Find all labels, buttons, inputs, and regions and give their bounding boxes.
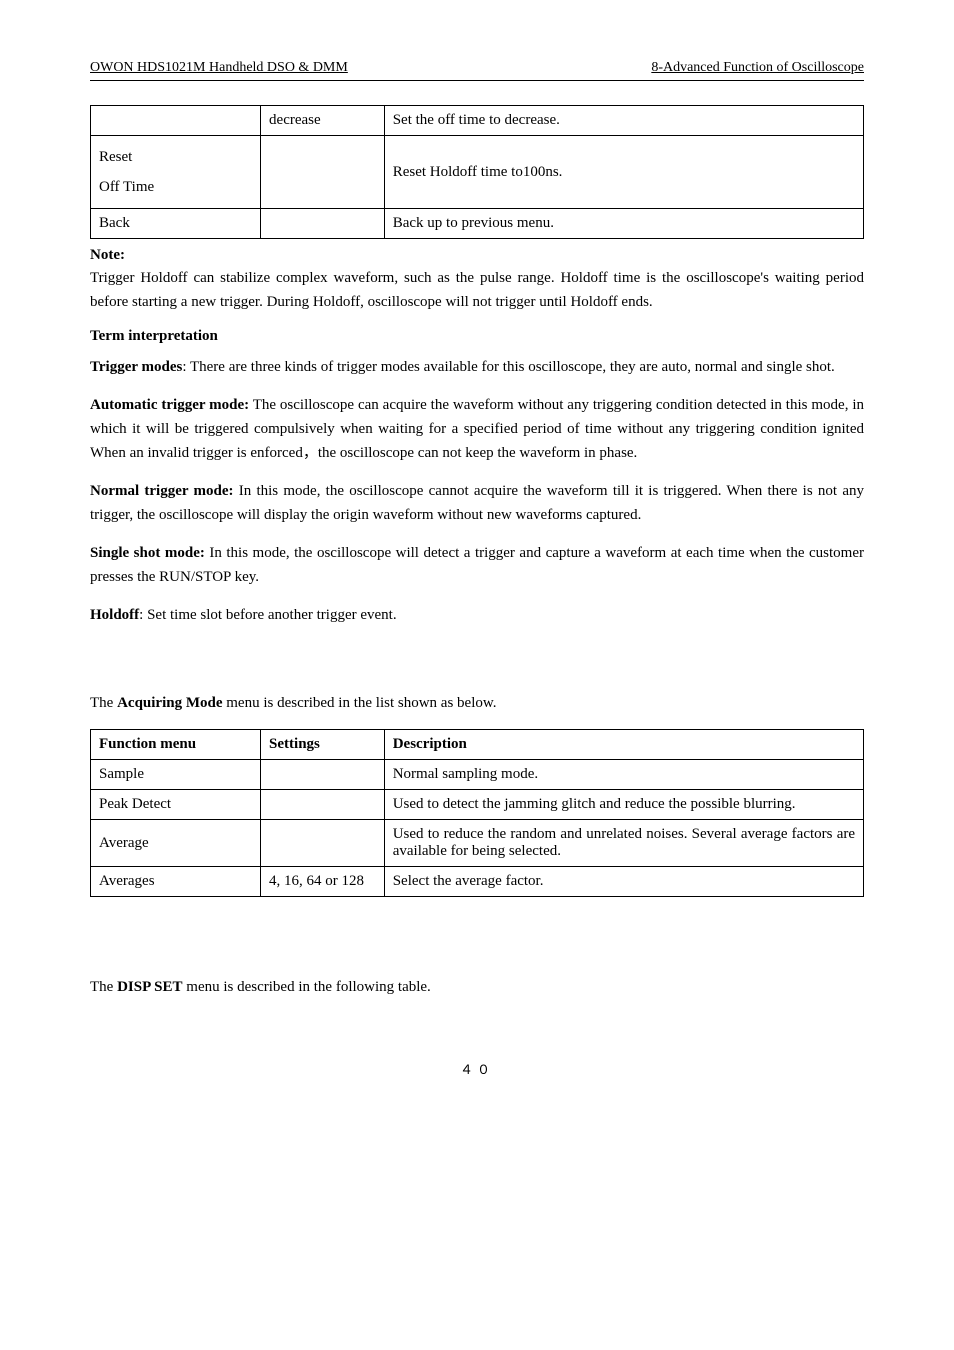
cell — [261, 820, 385, 867]
cell: Select the average factor. — [384, 867, 863, 897]
table-row: Back Back up to previous menu. — [91, 209, 864, 239]
table-row: decrease Set the off time to decrease. — [91, 106, 864, 136]
cell — [261, 209, 385, 239]
normal-mode-label: Normal trigger mode: — [90, 483, 233, 499]
acquiring-table: Function menu Settings Description Sampl… — [90, 729, 864, 897]
trigger-modes-para: Trigger modes: There are three kinds of … — [90, 355, 864, 379]
trigger-modes-label: Trigger modes — [90, 359, 182, 375]
cell — [261, 790, 385, 820]
col-header: Description — [384, 730, 863, 760]
col-header: Settings — [261, 730, 385, 760]
cell: Reset Holdoff time to100ns. — [384, 136, 863, 209]
cell: Back up to previous menu. — [384, 209, 863, 239]
table-row: Averages 4, 16, 64 or 128 Select the ave… — [91, 867, 864, 897]
cell: decrease — [261, 106, 385, 136]
table-row: Average Used to reduce the random and un… — [91, 820, 864, 867]
note-text: Trigger Holdoff can stabilize complex wa… — [90, 266, 864, 314]
trigger-modes-text: : There are three kinds of trigger modes… — [182, 359, 834, 375]
cell: Back — [91, 209, 261, 239]
cell: Set the off time to decrease. — [384, 106, 863, 136]
term-heading: Term interpretation — [90, 328, 864, 345]
cell — [91, 106, 261, 136]
cell — [261, 760, 385, 790]
cell: Sample — [91, 760, 261, 790]
acquiring-intro: The Acquiring Mode menu is described in … — [90, 691, 864, 715]
single-mode-text: In this mode, the oscilloscope will dete… — [90, 545, 864, 585]
dispset-intro: The DISP SET menu is described in the fo… — [90, 975, 864, 999]
table-row: Reset Off Time Reset Holdoff time to100n… — [91, 136, 864, 209]
single-mode-para: Single shot mode: In this mode, the osci… — [90, 541, 864, 589]
acquiring-bold: Acquiring Mode — [117, 695, 222, 711]
cell: Used to reduce the random and unrelated … — [384, 820, 863, 867]
cell: Averages — [91, 867, 261, 897]
table-row: Sample Normal sampling mode. — [91, 760, 864, 790]
header-right: 8-Advanced Function of Oscilloscope — [651, 60, 864, 76]
cell: Normal sampling mode. — [384, 760, 863, 790]
header-left: OWON HDS1021M Handheld DSO & DMM — [90, 60, 348, 76]
page-number: ４０ — [90, 1059, 864, 1078]
cell: Average — [91, 820, 261, 867]
note-label: Note: — [90, 247, 864, 264]
normal-mode-para: Normal trigger mode: In this mode, the o… — [90, 479, 864, 527]
cell: Used to detect the jamming glitch and re… — [384, 790, 863, 820]
cell: 4, 16, 64 or 128 — [261, 867, 385, 897]
cell: Peak Detect — [91, 790, 261, 820]
holdoff-text: : Set time slot before another trigger e… — [139, 607, 396, 623]
col-header: Function menu — [91, 730, 261, 760]
holdoff-para: Holdoff: Set time slot before another tr… — [90, 603, 864, 627]
page-header: OWON HDS1021M Handheld DSO & DMM 8-Advan… — [90, 60, 864, 81]
dispset-bold: DISP SET — [117, 979, 182, 995]
single-mode-label: Single shot mode: — [90, 545, 205, 561]
cell — [261, 136, 385, 209]
auto-mode-para: Automatic trigger mode: The oscilloscope… — [90, 393, 864, 465]
holdoff-label: Holdoff — [90, 607, 139, 623]
auto-mode-label: Automatic trigger mode: — [90, 397, 249, 413]
table-row: Peak Detect Used to detect the jamming g… — [91, 790, 864, 820]
holdoff-table: decrease Set the off time to decrease. R… — [90, 105, 864, 239]
table-header-row: Function menu Settings Description — [91, 730, 864, 760]
cell: Reset Off Time — [91, 136, 261, 209]
